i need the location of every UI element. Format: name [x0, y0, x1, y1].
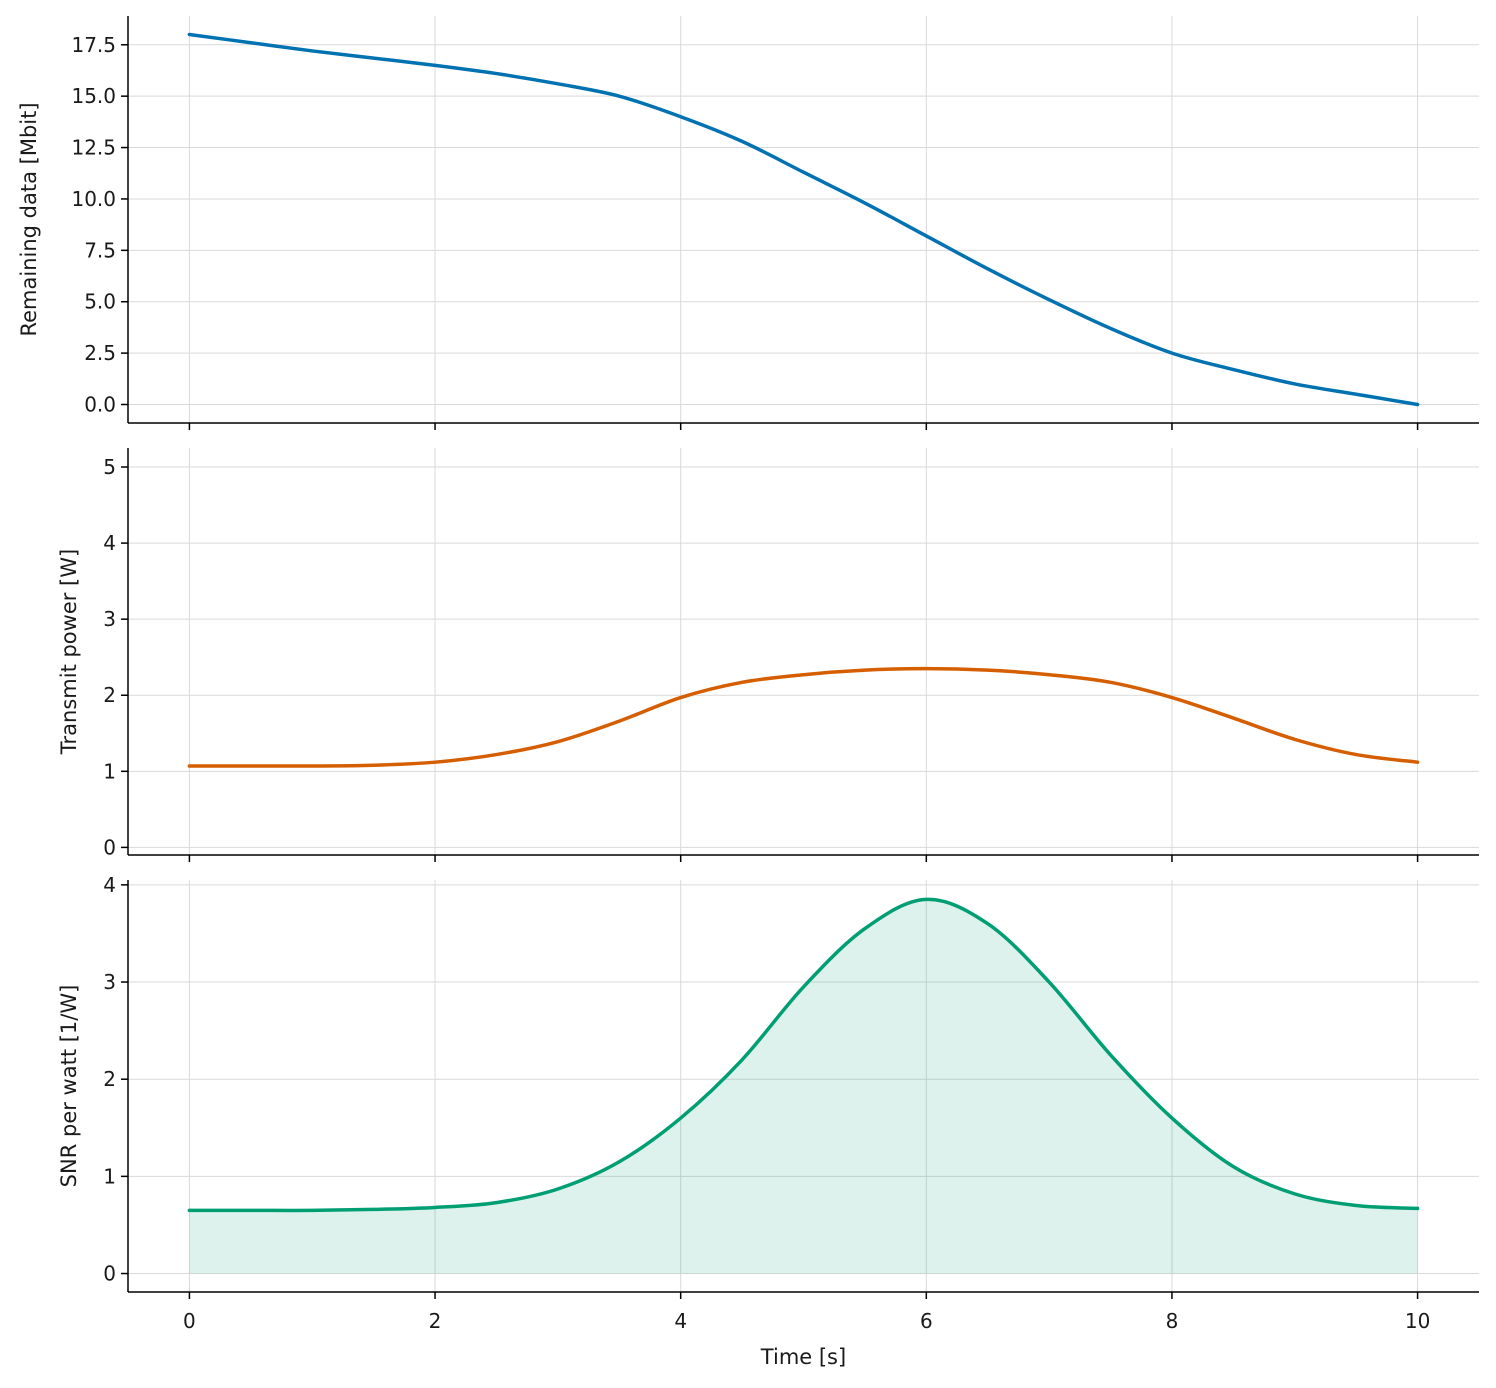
series-area-fill [189, 899, 1418, 1274]
x-tick-label: 6 [920, 1309, 933, 1333]
y-tick-label: 4 [103, 873, 116, 897]
y-tick-label: 0 [103, 835, 116, 859]
y-tick-label: 0 [103, 1262, 116, 1286]
panel-2: 0 1 2 3 4 5 Transmit power [W] [57, 448, 1479, 862]
y-tick-label: 3 [103, 607, 116, 631]
series-line [187, 897, 1420, 1213]
panel-1: 0.0 2.5 5.0 7.5 10.0 12.5 15.0 17.5 Remaining da… [17, 16, 1479, 430]
panel-3: 0 1 2 3 4 0 2 4 6 8 10 SNR per watt [1/W] Time [s] [57, 873, 1479, 1369]
y-tick-label: 3 [103, 970, 116, 994]
y-tick-label: 10.0 [71, 187, 116, 211]
y-tick-label: 0.0 [84, 393, 116, 417]
y-axis-label: SNR per watt [1/W] [57, 985, 81, 1188]
x-tick-label: 2 [429, 1309, 442, 1333]
x-tick-label: 8 [1166, 1309, 1179, 1333]
y-tick-label: 1 [103, 1164, 116, 1188]
series-line [187, 32, 1420, 407]
y-tick-label: 2.5 [84, 341, 116, 365]
y-tick-label: 4 [103, 531, 116, 555]
x-axis-label: Time [s] [760, 1345, 846, 1369]
y-tick-label: 7.5 [84, 238, 116, 262]
x-tick-label: 10 [1405, 1309, 1430, 1333]
y-axis-label: Remaining data [Mbit] [17, 102, 41, 336]
x-tick-label: 0 [183, 1309, 196, 1333]
y-tick-label: 5.0 [84, 290, 116, 314]
y-tick-label: 12.5 [71, 136, 116, 160]
y-tick-label: 2 [103, 1067, 116, 1091]
y-tick-label: 1 [103, 759, 116, 783]
y-tick-label: 15.0 [71, 84, 116, 108]
series-line [187, 666, 1420, 768]
y-axis-label: Transmit power [W] [57, 549, 81, 755]
y-tick-label: 5 [103, 455, 116, 479]
x-tick-label: 4 [674, 1309, 687, 1333]
y-tick-label: 2 [103, 683, 116, 707]
y-tick-label: 17.5 [71, 33, 116, 57]
